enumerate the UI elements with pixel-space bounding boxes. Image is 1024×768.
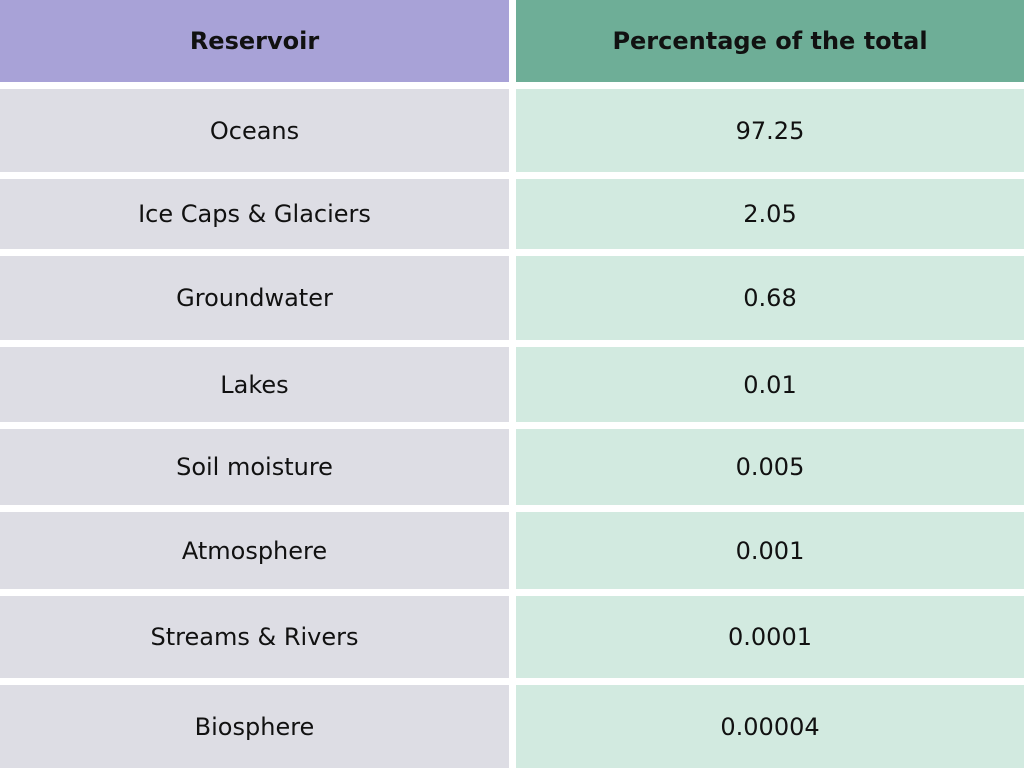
row-lakes-percentage: 0.01 xyxy=(516,347,1024,422)
header-percentage: Percentage of the total xyxy=(516,0,1024,82)
row-icecaps-reservoir: Ice Caps & Glaciers xyxy=(0,179,509,249)
row-streams-percentage: 0.0001 xyxy=(516,596,1024,678)
row-icecaps-percentage: 2.05 xyxy=(516,179,1024,249)
row-atmosphere-reservoir: Atmosphere xyxy=(0,512,509,589)
header-reservoir: Reservoir xyxy=(0,0,509,82)
row-groundwater-reservoir: Groundwater xyxy=(0,256,509,340)
row-biosphere-reservoir: Biosphere xyxy=(0,685,509,768)
row-lakes-reservoir: Lakes xyxy=(0,347,509,422)
row-soil-reservoir: Soil moisture xyxy=(0,429,509,505)
row-oceans-percentage: 97.25 xyxy=(516,89,1024,172)
row-oceans-reservoir: Oceans xyxy=(0,89,509,172)
row-soil-percentage: 0.005 xyxy=(516,429,1024,505)
row-atmosphere-percentage: 0.001 xyxy=(516,512,1024,589)
row-streams-reservoir: Streams & Rivers xyxy=(0,596,509,678)
row-groundwater-percentage: 0.68 xyxy=(516,256,1024,340)
row-biosphere-percentage: 0.00004 xyxy=(516,685,1024,768)
